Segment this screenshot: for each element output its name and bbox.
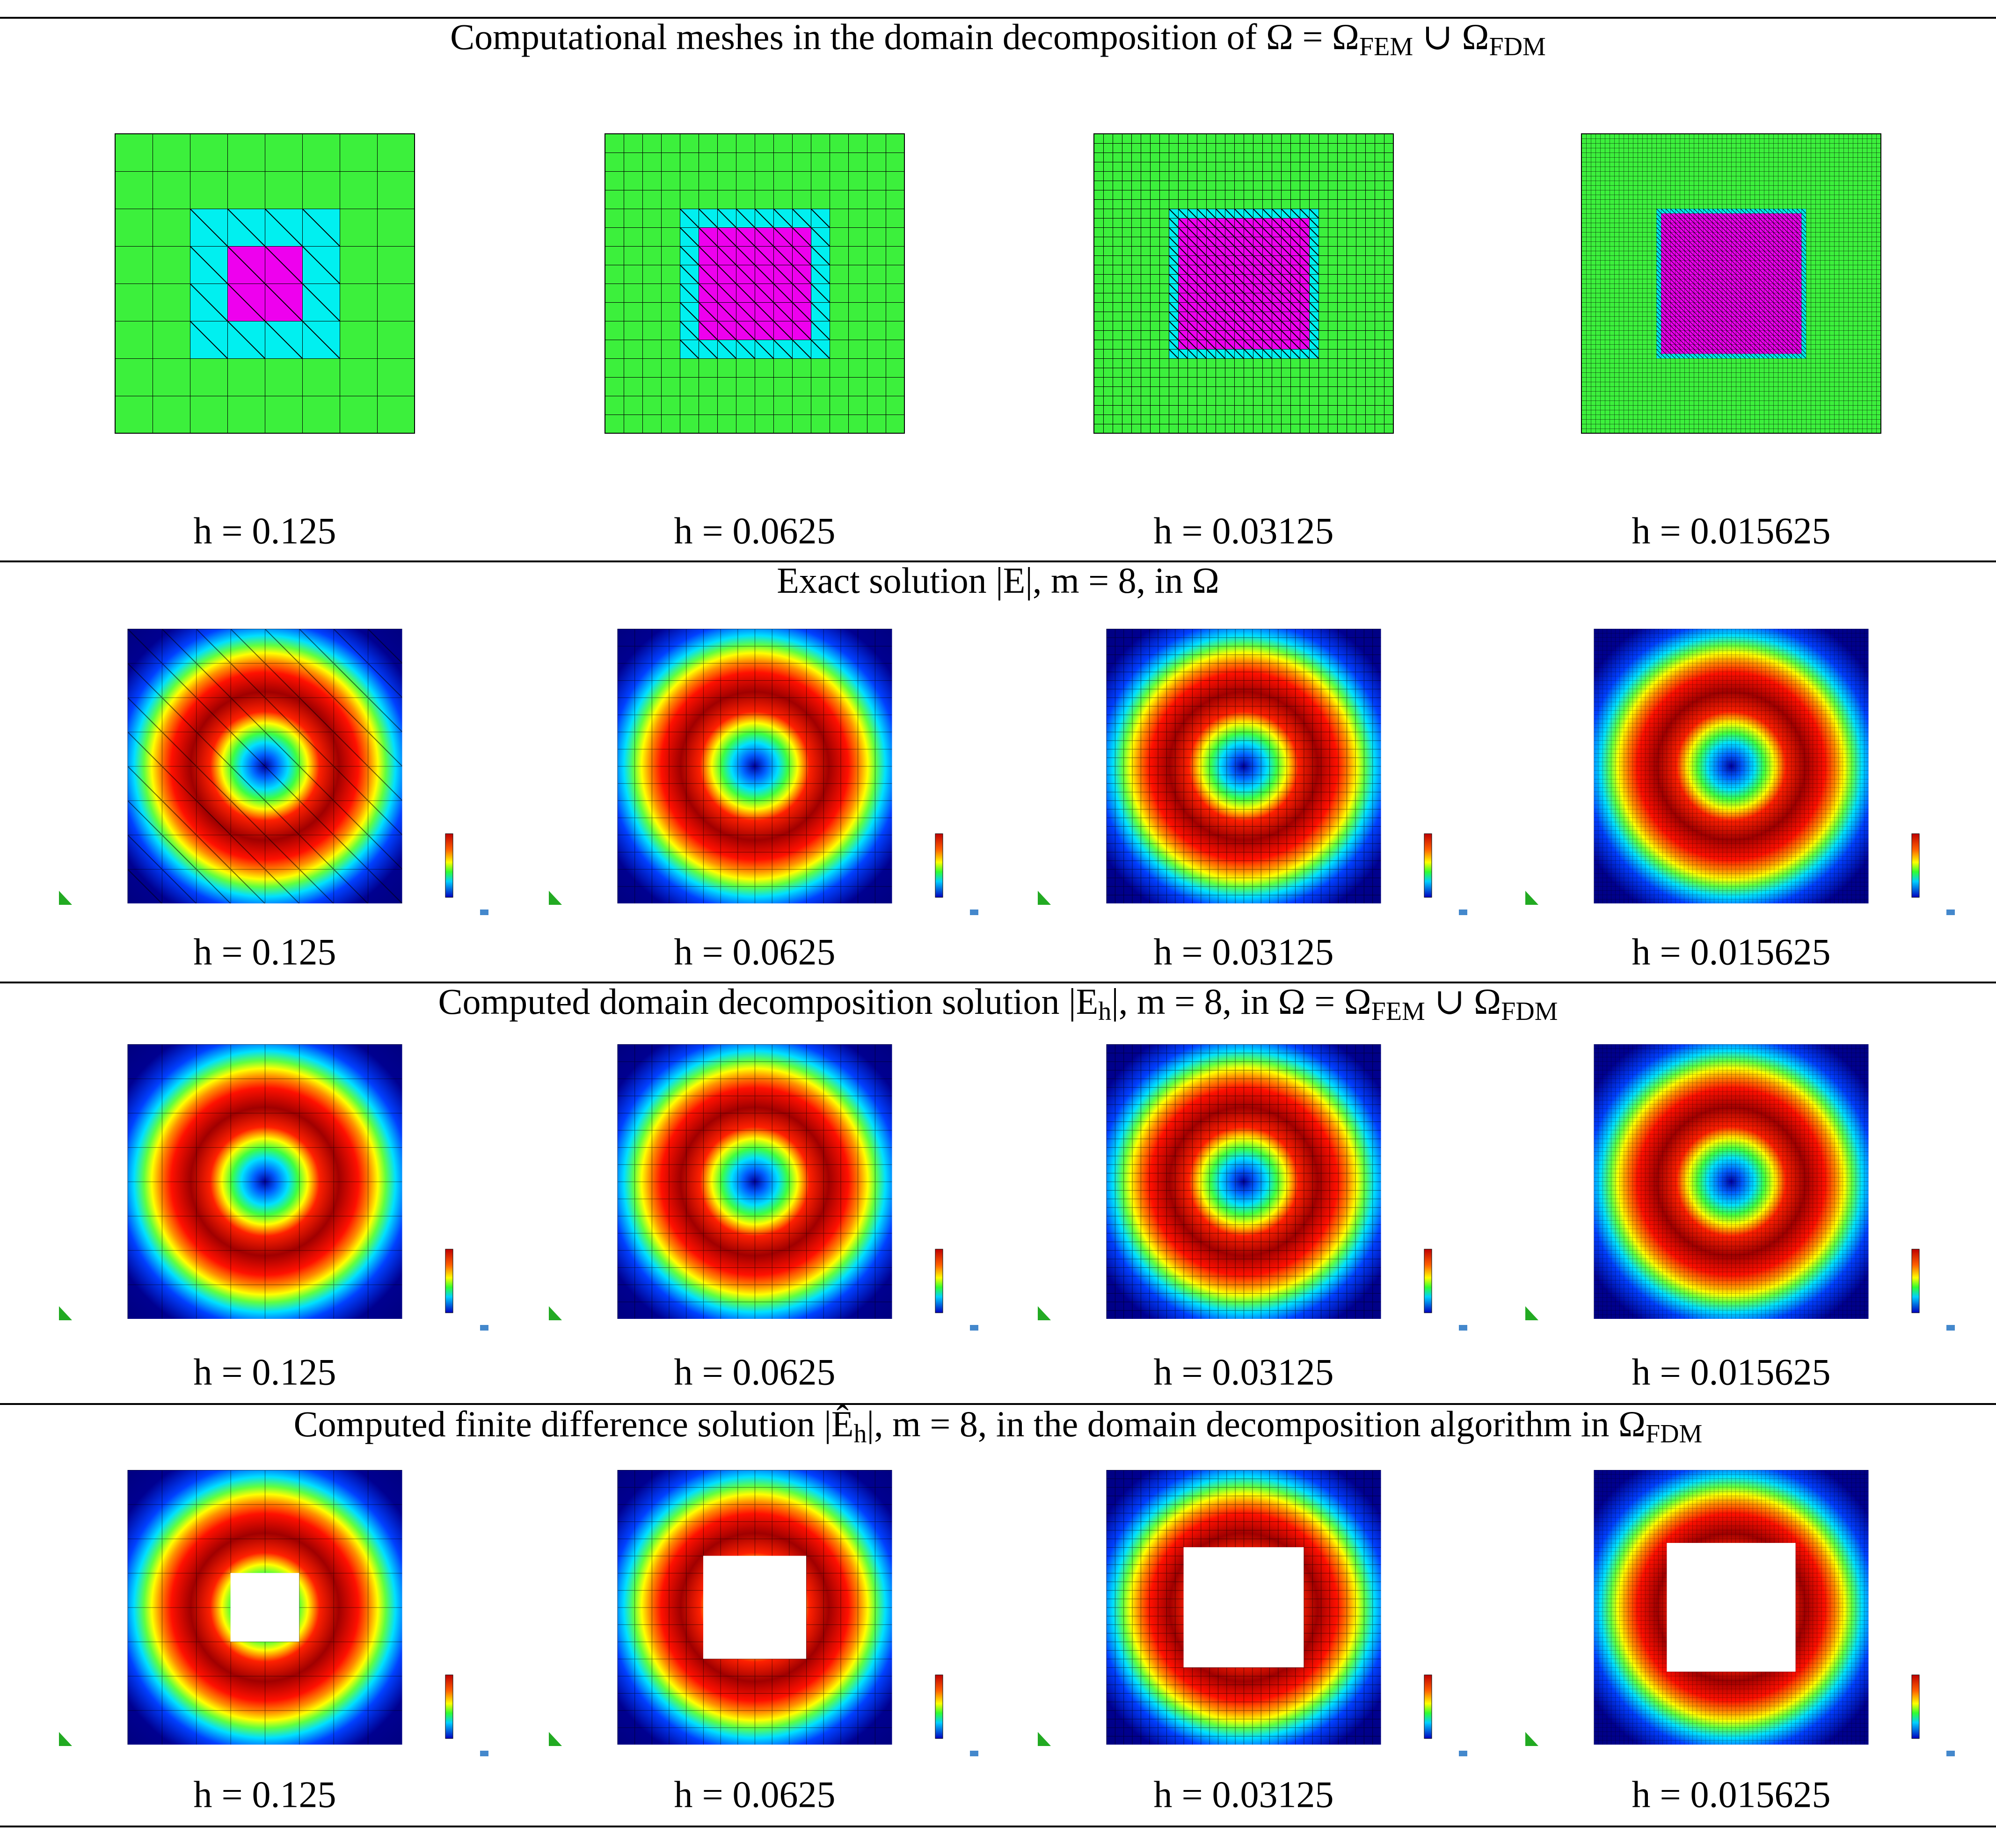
logo-icon [1946,1325,1955,1331]
solution-mesh [127,629,402,903]
caption: h = 0.015625 [1632,510,1830,552]
solution-mesh [617,1044,892,1319]
caption: h = 0.015625 [1632,931,1830,973]
title-text: |, m = 8, in Ω = Ω [1111,981,1371,1022]
caption: h = 0.0625 [674,1774,835,1815]
logo-icon [1946,909,1955,915]
color-legend [935,1674,943,1739]
axis-icon [549,1732,562,1746]
caption: h = 0.125 [193,510,336,552]
logo-icon [480,1751,488,1756]
solution-mesh [1106,629,1381,903]
color-legend [935,833,943,898]
title-subscript: FDM [1489,32,1545,61]
mesh-diagonals [1169,209,1319,358]
caption: h = 0.015625 [1632,1352,1830,1393]
title-subscript: h [1098,997,1111,1026]
title-subscript: FEM [1359,32,1413,61]
caption: h = 0.015625 [1632,1774,1830,1815]
mesh-border [115,133,415,434]
caption: h = 0.125 [193,931,336,973]
color-legend [445,1674,453,1739]
solution-mesh [127,1044,402,1319]
caption: h = 0.03125 [1153,1352,1333,1393]
axis-icon [549,891,562,905]
axis-icon [59,1732,72,1746]
section-title: Exact solution |E|, m = 8, in Ω [777,560,1219,601]
title-subscript: FDM [1646,1419,1702,1448]
color-legend [1424,1249,1432,1313]
logo-icon [1459,1325,1467,1331]
color-legend [1911,833,1920,898]
color-legend [1424,833,1432,898]
logo-icon [970,909,978,915]
color-legend [935,1249,943,1313]
mesh-diagonals [190,209,340,358]
color-legend [1911,1674,1920,1739]
solution-mesh [1106,1044,1381,1319]
axis-icon [59,1306,72,1320]
axis-icon [549,1306,562,1320]
axis-icon [1525,1732,1538,1746]
title-subscript: FDM [1501,997,1558,1026]
title-subscript: FEM [1371,997,1425,1026]
caption: h = 0.03125 [1153,931,1333,973]
mesh-border [605,133,905,434]
section-title: Computed domain decomposition solution |… [438,981,1558,1026]
fdm-hole [1183,1547,1304,1667]
caption: h = 0.03125 [1153,510,1333,552]
mesh-diagonals [1656,209,1806,358]
title-text: Computed domain decomposition solution |… [438,981,1098,1022]
caption: h = 0.0625 [674,1352,835,1393]
axis-icon [1038,1306,1051,1320]
logo-icon [1459,1751,1467,1756]
title-text: Computational meshes in the domain decom… [450,16,1359,57]
axis-icon [1038,891,1051,905]
color-legend [1424,1674,1432,1739]
caption: h = 0.03125 [1153,1774,1333,1815]
solution-mesh [1594,629,1869,903]
mesh-border [1581,133,1881,434]
color-legend [1911,1249,1920,1313]
color-legend [445,833,453,898]
solution-mesh [1594,1044,1869,1319]
axis-icon [59,891,72,905]
fdm-hole [230,1573,299,1642]
logo-icon [970,1751,978,1756]
title-subscript: h [854,1419,867,1448]
caption: h = 0.125 [193,1352,336,1393]
title-text: ∪ Ω [1425,981,1501,1022]
solution-mesh [617,629,892,903]
axis-icon [1525,1306,1538,1320]
section-title: Computational meshes in the domain decom… [450,16,1546,61]
logo-icon [480,1325,488,1331]
caption: h = 0.125 [193,1774,336,1815]
mesh-diagonals [680,209,830,358]
color-legend [445,1249,453,1313]
logo-icon [480,909,488,915]
section-title: Computed finite difference solution |Êh|… [294,1404,1703,1448]
title-text: Computed finite difference solution |Ê [294,1404,854,1444]
axis-icon [1038,1732,1051,1746]
logo-icon [970,1325,978,1331]
fdm-hole [703,1556,807,1659]
caption: h = 0.0625 [674,931,835,973]
caption: h = 0.0625 [674,510,835,552]
logo-icon [1946,1751,1955,1756]
fdm-hole [1667,1542,1796,1672]
mesh-border [1093,133,1394,434]
axis-icon [1525,891,1538,905]
logo-icon [1459,909,1467,915]
title-text: ∪ Ω [1413,16,1489,57]
title-text: |, m = 8, in the domain decomposition al… [867,1404,1646,1444]
title-text: Exact solution |E|, m = 8, in Ω [777,560,1219,601]
